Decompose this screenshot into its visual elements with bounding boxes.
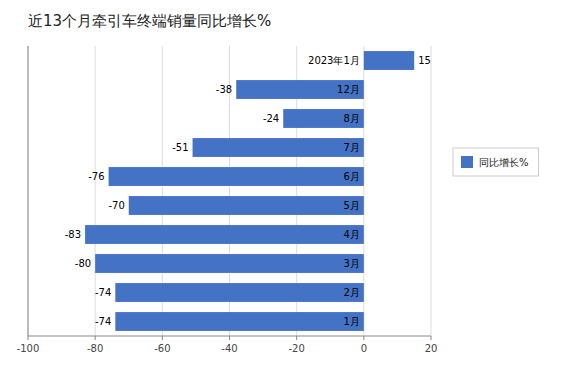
tick-mark	[95, 336, 96, 340]
tick-label: -80	[87, 343, 103, 354]
bars	[85, 51, 414, 331]
chart: 近13个月牵引车终端销量同比增长% -100 -80 -60 -40 -20 0 20 1月 2月…	[0, 0, 561, 366]
data-label: -83	[65, 229, 81, 240]
legend-label: 同比增长%	[479, 157, 529, 168]
category-label: 5月	[343, 200, 359, 211]
bar	[364, 51, 414, 70]
chart-container: 近13个月牵引车终端销量同比增长% -100 -80 -60 -40 -20 0 20 1月 2月…	[0, 0, 561, 366]
data-label: 15	[418, 55, 431, 66]
tick-mark	[431, 336, 432, 340]
tick-label: -40	[221, 343, 237, 354]
tick-mark	[229, 336, 230, 340]
category-label: 6月	[343, 171, 359, 182]
bar	[236, 80, 364, 99]
tick-mark	[296, 336, 297, 340]
tick-label: -60	[154, 343, 170, 354]
tick-mark	[363, 336, 364, 340]
data-label: -38	[216, 84, 232, 95]
bar	[115, 283, 364, 302]
grid	[28, 46, 431, 336]
data-label: -80	[75, 258, 91, 269]
category-label: 1月	[343, 316, 359, 327]
tick-label: -100	[17, 343, 40, 354]
data-label: -76	[88, 171, 104, 182]
category-label: 2月	[343, 287, 359, 298]
tick-label: -20	[288, 343, 304, 354]
bar	[95, 254, 364, 273]
data-label: -70	[108, 200, 124, 211]
category-label: 8月	[343, 113, 359, 124]
tick-mark	[162, 336, 163, 340]
y-axis	[28, 46, 29, 336]
bar	[115, 312, 364, 331]
category-label: 12月	[337, 84, 360, 95]
legend: 同比增长%	[453, 148, 539, 176]
tick-label: 0	[361, 343, 367, 354]
category-label: 2023年1月	[308, 55, 360, 66]
data-label: -24	[263, 113, 279, 124]
bar	[109, 167, 364, 186]
x-axis	[28, 336, 431, 337]
bar	[85, 225, 364, 244]
bar	[193, 138, 364, 157]
tick-mark	[28, 336, 29, 340]
title: 近13个月牵引车终端销量同比增长%	[28, 12, 271, 30]
bar	[283, 109, 364, 128]
tick-label: 20	[425, 343, 438, 354]
legend-swatch	[461, 156, 473, 168]
data-label: -74	[95, 287, 111, 298]
grid-line	[431, 46, 432, 336]
legend-frame	[453, 148, 539, 176]
data-label: -74	[95, 316, 111, 327]
grid-line	[28, 46, 29, 336]
category-label: 4月	[343, 229, 359, 240]
category-label: 7月	[343, 142, 359, 153]
category-label: 3月	[343, 258, 359, 269]
data-label: -51	[172, 142, 188, 153]
bar	[129, 196, 364, 215]
